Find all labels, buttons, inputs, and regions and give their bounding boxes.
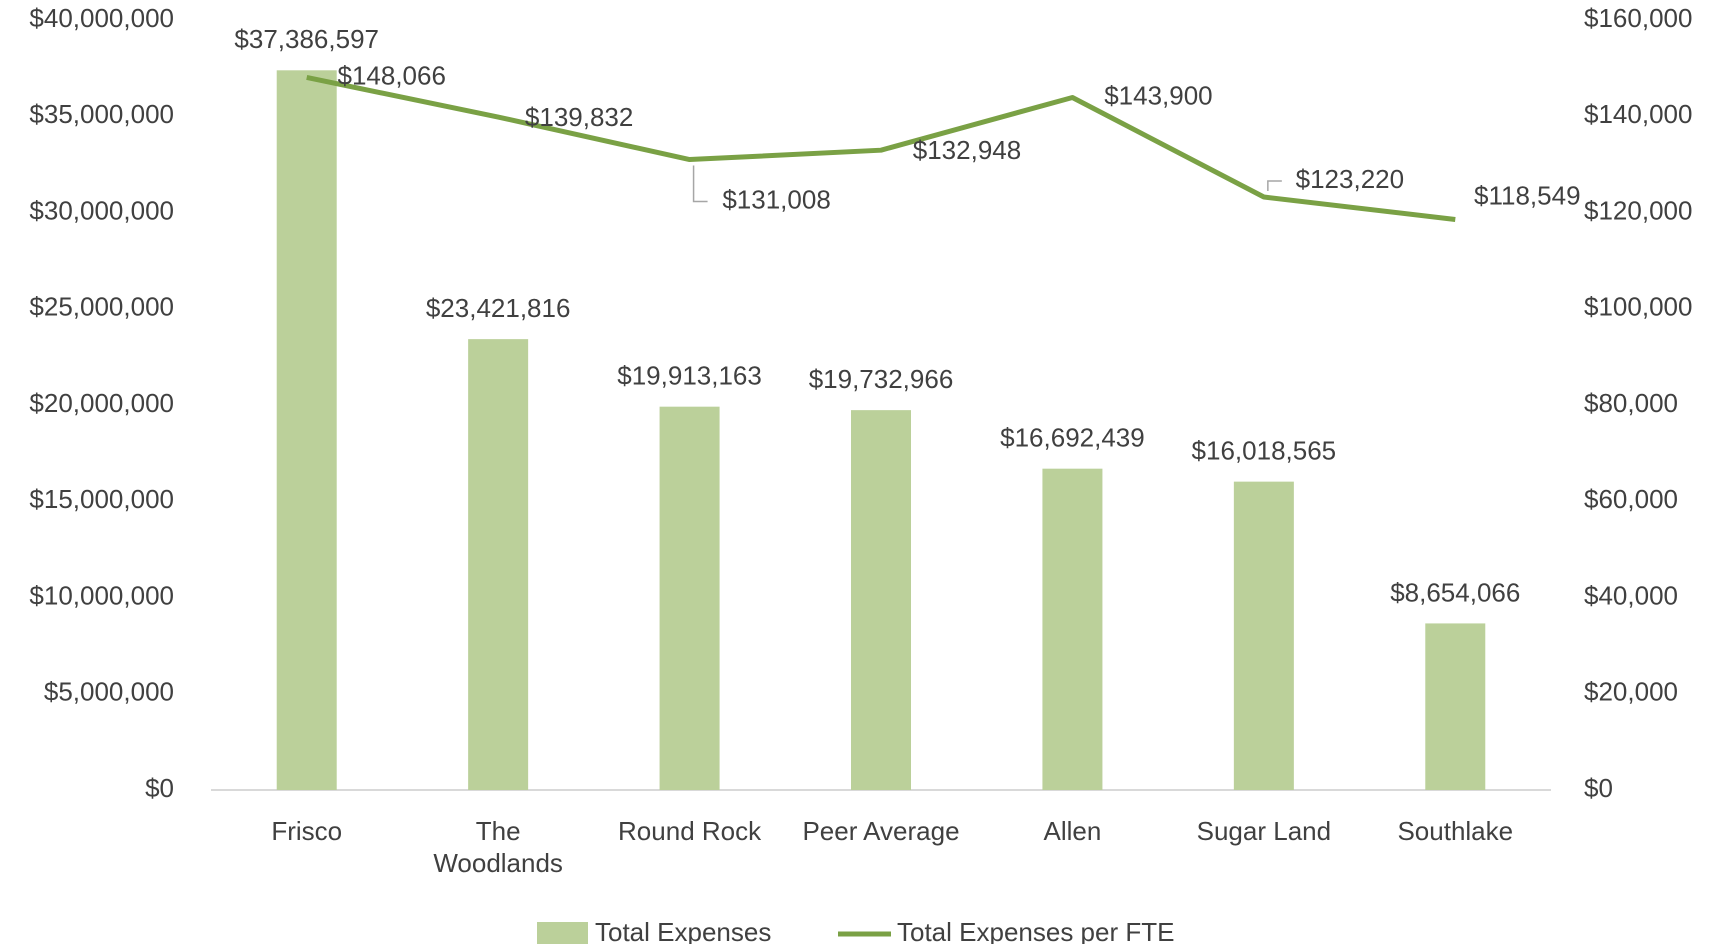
x-tick-label: Southlake <box>1397 816 1513 846</box>
bar-value-label: $16,018,565 <box>1192 436 1337 466</box>
line-value-label: $143,900 <box>1104 80 1212 110</box>
x-tick-label: Allen <box>1044 816 1102 846</box>
y-tick-label: $35,000,000 <box>29 99 174 129</box>
line-value-label: $132,948 <box>913 135 1021 165</box>
line-value-label: $131,008 <box>722 184 830 214</box>
y-tick-label: $15,000,000 <box>29 484 174 514</box>
bar-value-label: $23,421,816 <box>426 293 571 323</box>
y2-tick-label: $60,000 <box>1584 484 1678 514</box>
x-tick-label: Frisco <box>271 816 342 846</box>
bar-value-label: $16,692,439 <box>1000 423 1145 453</box>
bar <box>851 410 911 790</box>
y-tick-label: $5,000,000 <box>44 677 174 707</box>
line-value-label: $123,220 <box>1296 164 1404 194</box>
leader-line <box>692 165 708 203</box>
bar <box>468 339 529 790</box>
y2-tick-label: $80,000 <box>1584 388 1678 418</box>
y-tick-label: $25,000,000 <box>29 292 174 322</box>
bar <box>276 70 337 791</box>
y2-tick-label: $120,000 <box>1584 195 1692 225</box>
y2-tick-label: $40,000 <box>1584 580 1678 610</box>
x-tick-label: Peer Average <box>802 816 959 846</box>
bar <box>659 406 720 790</box>
bar-value-label: $19,913,163 <box>617 361 762 391</box>
bar <box>1042 468 1103 790</box>
y-tick-label: $0 <box>145 773 174 803</box>
leader-line <box>1267 180 1282 192</box>
x-tick-label: The Woodlands <box>433 816 563 878</box>
x-tick-label: Round Rock <box>618 816 762 846</box>
y2-tick-label: $140,000 <box>1584 99 1692 129</box>
y-tick-label: $40,000,000 <box>29 3 174 33</box>
y2-tick-label: $20,000 <box>1584 677 1678 707</box>
y2-tick-label: $100,000 <box>1584 292 1692 322</box>
y-tick-label: $30,000,000 <box>29 195 174 225</box>
line-value-label: $148,066 <box>337 60 445 90</box>
bar-value-label: $19,732,966 <box>809 364 954 394</box>
y-tick-label: $10,000,000 <box>29 580 174 610</box>
bar-value-label: $37,386,597 <box>234 24 379 54</box>
y-tick-label: $20,000,000 <box>29 388 174 418</box>
legend-label: Total Expenses per FTE <box>897 917 1174 944</box>
legend-label: Total Expenses <box>595 917 771 944</box>
line <box>306 74 1456 222</box>
bar <box>1425 623 1486 790</box>
bar <box>1233 481 1294 790</box>
x-tick-label: Sugar Land <box>1197 816 1331 846</box>
line-value-label: $118,549 <box>1474 180 1581 210</box>
y2-tick-label: $0 <box>1584 773 1613 803</box>
legend-swatch <box>537 922 588 944</box>
y2-tick-label: $160,000 <box>1584 3 1692 33</box>
line-value-label: $139,832 <box>525 102 633 132</box>
bar-value-label: $8,654,066 <box>1390 577 1520 607</box>
